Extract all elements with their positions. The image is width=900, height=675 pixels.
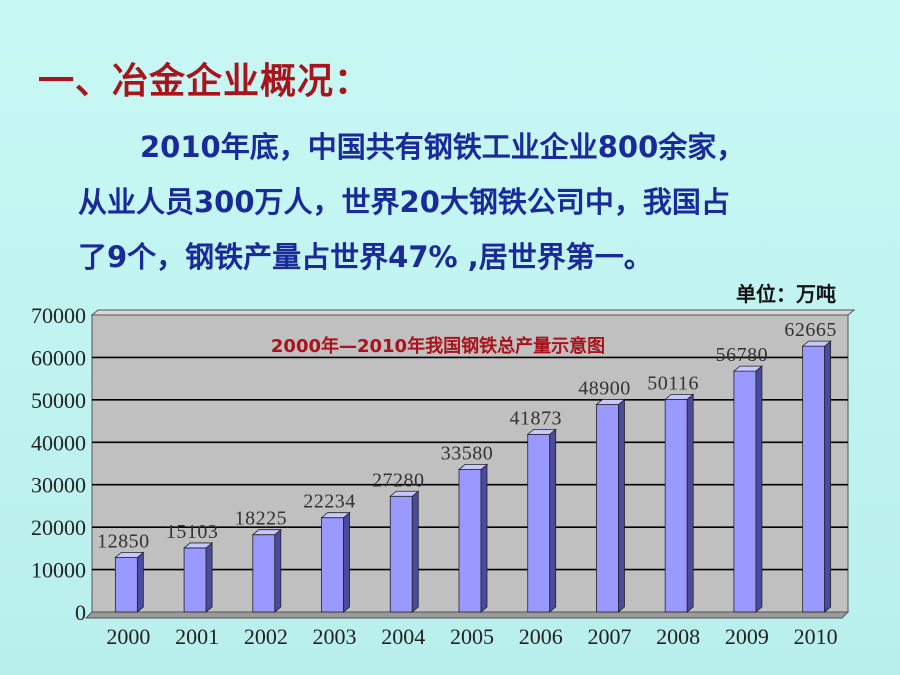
paragraph-line-1: 2010年底，中国共有钢铁工业企业800余家， (140, 130, 746, 164)
bar-2005 (457, 463, 489, 613)
bar-front (389, 495, 413, 613)
data-label: 50116 (647, 372, 699, 394)
data-label: 15103 (166, 521, 219, 543)
data-label: 41873 (509, 407, 562, 429)
bar-front (114, 557, 138, 613)
slide-heading: 一、冶金企业概况： (38, 61, 372, 102)
bar-2003 (320, 511, 351, 613)
bar-2001 (182, 542, 214, 613)
bar-top (595, 399, 626, 405)
bar-front (664, 398, 688, 613)
bar-2007 (595, 398, 626, 613)
plot-floor (84, 611, 850, 619)
paragraph-line-3: 了9个，钢铁产量占世界47% ,居世界第一。 (78, 240, 653, 274)
x-tick-label: 2007 (587, 624, 631, 649)
bar-top (320, 512, 351, 519)
bar-2006 (526, 428, 557, 613)
bar-front (802, 345, 826, 613)
bar-side (411, 490, 419, 613)
bar-side (618, 398, 625, 613)
bar-top (114, 552, 145, 558)
bar-top (457, 464, 489, 470)
bar-2008 (664, 393, 695, 613)
bar-top (732, 365, 764, 372)
bar-side (824, 340, 832, 613)
bar-front (596, 404, 619, 613)
data-label: 22234 (303, 491, 356, 513)
bar-front (458, 469, 482, 613)
chart-title: 2000年—2010年我国钢铁总产量示意图 (271, 335, 605, 357)
x-tick-label: 2005 (450, 624, 494, 649)
bar-front (252, 534, 276, 613)
bar-2004 (389, 490, 420, 613)
bar-side (686, 393, 694, 613)
bar-2000 (114, 551, 145, 613)
y-tick-label: 70000 (31, 303, 86, 328)
data-label: 27280 (372, 469, 425, 491)
bar-side (205, 542, 213, 613)
bar-top (526, 428, 557, 435)
data-label: 12850 (97, 530, 150, 552)
data-label: 18225 (235, 508, 288, 530)
bar-2009 (732, 365, 764, 613)
data-label: 48900 (578, 378, 631, 400)
bar-side (343, 511, 350, 613)
bar-top (389, 490, 420, 497)
x-tick-label: 2009 (725, 624, 769, 649)
x-tick-label: 2004 (381, 624, 425, 649)
plot-top-edge (90, 309, 856, 316)
x-tick-label: 2002 (244, 624, 288, 649)
x-tick-label: 2003 (313, 624, 357, 649)
x-tick-label: 2001 (175, 624, 219, 649)
y-tick-label: 30000 (31, 473, 86, 498)
intro-paragraph: 2010年底，中国共有钢铁工业企业800余家， 从业人员300万人，世界20大钢… (78, 120, 868, 285)
data-label: 56780 (716, 344, 769, 366)
bar-top (182, 542, 214, 549)
bar-top (801, 340, 832, 347)
bar-2010 (801, 340, 832, 613)
y-tick-label: 50000 (31, 388, 86, 413)
y-tick-label: 0 (75, 600, 86, 625)
bar-side (480, 463, 488, 613)
x-tick-label: 2008 (656, 624, 700, 649)
bar-side (755, 365, 763, 613)
y-tick-label: 10000 (31, 558, 86, 583)
x-tick-label: 2010 (794, 624, 838, 649)
y-tick-label: 40000 (31, 430, 86, 455)
bar-front (527, 433, 551, 613)
bar-top (251, 529, 282, 536)
bar-front (733, 370, 757, 613)
y-tick-label: 60000 (31, 345, 86, 370)
bar-side (136, 551, 144, 613)
x-tick-label: 2006 (519, 624, 563, 649)
bar-side (274, 528, 282, 613)
data-label: 62665 (784, 319, 837, 341)
paragraph-line-2: 从业人员300万人，世界20大钢铁公司中，我国占 (78, 185, 730, 219)
bar-2002 (251, 528, 282, 613)
y-tick-label: 20000 (31, 515, 86, 540)
x-tick-label: 2000 (106, 624, 150, 649)
bar-top (664, 393, 695, 400)
bar-side (549, 428, 557, 613)
bar-front (183, 547, 207, 613)
data-label: 33580 (441, 443, 494, 465)
bar-front (321, 517, 344, 613)
unit-label: 单位：万吨 (736, 282, 836, 306)
